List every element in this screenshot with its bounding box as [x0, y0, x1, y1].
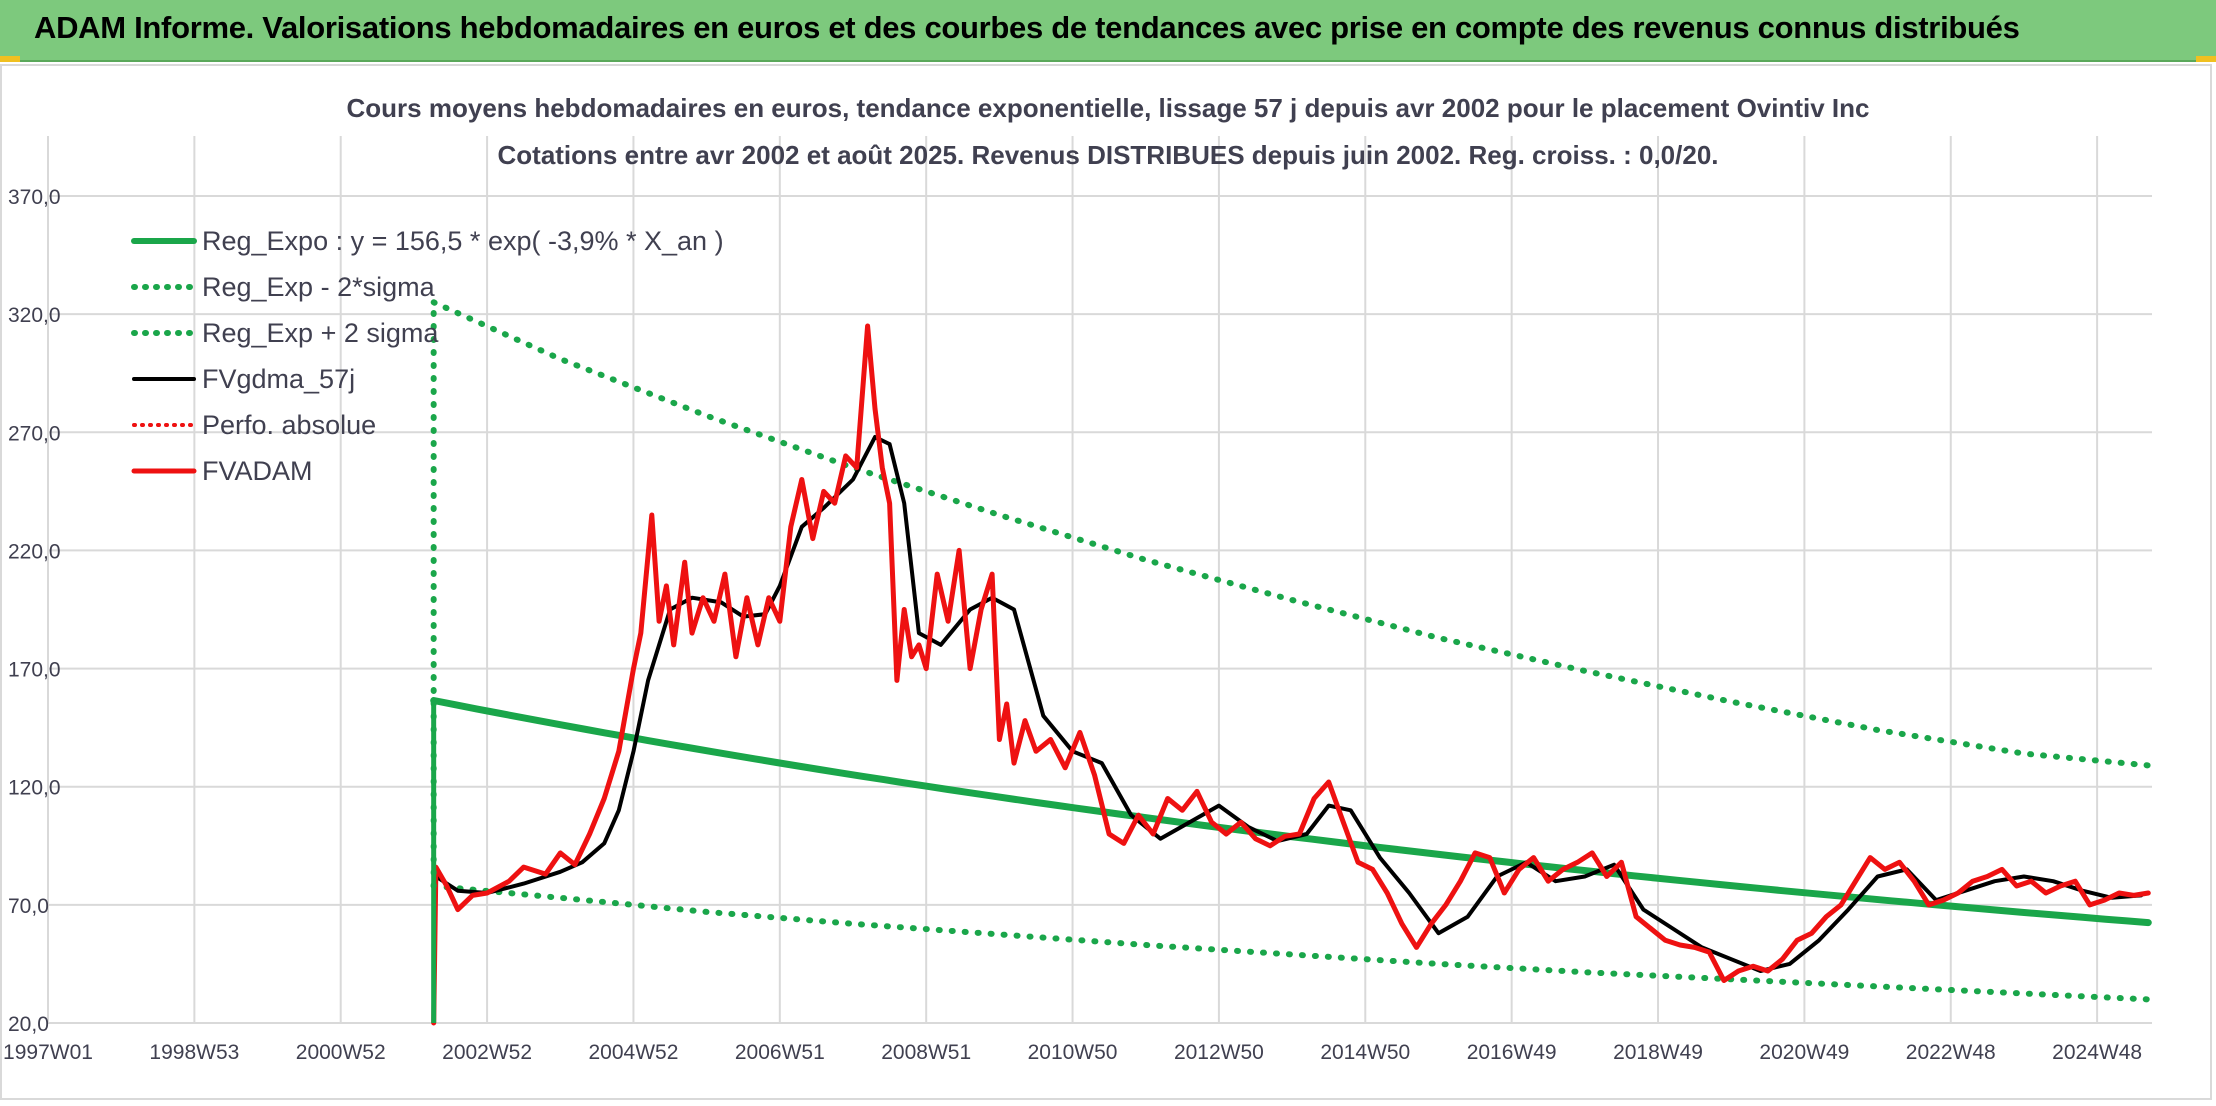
axis-labels: 370,0 320,0 270,0 220,0 170,0 120,0 70,0 20,0 19… [3, 186, 2142, 1064]
series-line-dotted-green [430, 883, 2152, 1003]
corner-marker-left [0, 56, 20, 62]
legend-item: Reg_Expo : y = 156,5 * exp( -3,9% * X_an… [130, 218, 724, 264]
legend-swatch [132, 377, 196, 381]
chart-legend: Reg_Expo : y = 156,5 * exp( -3,9% * X_an… [130, 218, 724, 494]
x-tick-label: 2008W51 [881, 1041, 971, 1064]
x-tick-label: 1998W53 [149, 1041, 239, 1064]
x-tick-label: 2006W51 [735, 1041, 825, 1064]
report-banner: ADAM Informe. Valorisations hebdomadaire… [0, 0, 2216, 62]
legend-label: Perfo. absolue [202, 409, 377, 440]
legend-label: FVgdma_57j [202, 363, 356, 394]
y-tick-label: 20,0 [8, 1013, 49, 1036]
x-tick-label: 2010W50 [1028, 1041, 1118, 1064]
y-tick-label: 220,0 [8, 540, 61, 563]
x-tick-label: 2016W49 [1467, 1041, 1557, 1064]
x-tick-label: 2000W52 [296, 1041, 386, 1064]
y-tick-label: 120,0 [8, 777, 61, 800]
legend-swatch [132, 423, 196, 427]
legend-item: Reg_Exp - 2*sigma [130, 264, 724, 310]
chart-title-line-2: Cotations entre avr 2002 et août 2025. R… [497, 140, 1719, 170]
x-tick-label: 2004W52 [589, 1041, 679, 1064]
report-title: ADAM Informe. Valorisations hebdomadaire… [34, 10, 2020, 45]
legend-swatch [131, 330, 197, 336]
chart-frame [0, 64, 2212, 1100]
y-tick-label: 370,0 [8, 186, 61, 209]
legend-item: Reg_Exp + 2 sigma [130, 310, 724, 356]
legend-item: Perfo. absolue [130, 402, 724, 448]
series-line-dotted-green [430, 299, 2152, 769]
y-tick-label: 270,0 [8, 422, 61, 445]
legend-swatch [131, 468, 197, 474]
legend-swatch [131, 284, 197, 290]
y-tick-label: 70,0 [8, 895, 49, 918]
x-tick-label: 2024W48 [2052, 1041, 2142, 1064]
legend-swatch [131, 238, 197, 244]
legend-item: FVADAM [130, 448, 724, 494]
y-tick-label: 170,0 [8, 659, 61, 682]
grid-lines [47, 136, 2152, 1024]
legend-label: FVADAM [202, 455, 313, 486]
legend-label: Reg_Expo : y = 156,5 * exp( -3,9% * X_an… [202, 225, 724, 256]
series-lines [430, 299, 2152, 1026]
corner-marker-right [2196, 56, 2216, 62]
legend-item: FVgdma_57j [130, 356, 724, 402]
series-line-solid-black [433, 435, 2143, 973]
x-tick-label: 2002W52 [442, 1041, 532, 1064]
x-tick-label: 1997W01 [3, 1041, 93, 1064]
series-line-solid-red [431, 323, 2151, 1026]
y-tick-label: 320,0 [8, 304, 61, 327]
x-tick-label: 2022W48 [1906, 1041, 1996, 1064]
x-tick-label: 2018W49 [1613, 1041, 1703, 1064]
chart-title-line-1: Cours moyens hebdomadaires en euros, ten… [346, 93, 1870, 123]
x-tick-label: 2014W50 [1320, 1041, 1410, 1064]
x-tick-label: 2012W50 [1174, 1041, 1264, 1064]
legend-label: Reg_Exp + 2 sigma [202, 317, 439, 348]
x-tick-label: 2020W49 [1759, 1041, 1849, 1064]
legend-label: Reg_Exp - 2*sigma [202, 271, 435, 302]
